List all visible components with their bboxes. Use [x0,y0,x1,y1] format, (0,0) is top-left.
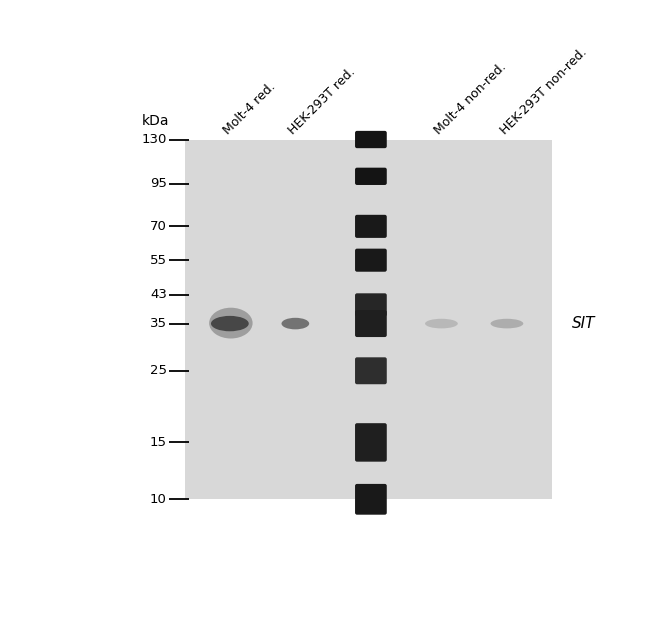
Text: 43: 43 [150,288,167,301]
FancyBboxPatch shape [355,293,387,316]
Text: 95: 95 [150,177,167,190]
Text: 10: 10 [150,493,167,506]
FancyBboxPatch shape [355,168,387,185]
Text: SIT: SIT [573,316,596,331]
FancyBboxPatch shape [355,131,387,148]
FancyBboxPatch shape [355,484,387,515]
FancyBboxPatch shape [355,423,387,462]
Text: HEK-293T red.: HEK-293T red. [286,65,358,137]
Ellipse shape [491,319,523,328]
Bar [185,140,552,499]
Text: 55: 55 [150,254,167,267]
Text: HEK-293T non-red.: HEK-293T non-red. [498,45,590,137]
FancyBboxPatch shape [355,310,387,337]
Ellipse shape [209,308,253,338]
FancyBboxPatch shape [355,215,387,238]
Text: Molt-4 red.: Molt-4 red. [220,80,278,137]
Text: 35: 35 [150,317,167,330]
Text: 70: 70 [150,220,167,233]
FancyBboxPatch shape [355,358,387,384]
Text: 15: 15 [150,436,167,449]
Text: 25: 25 [150,364,167,378]
Ellipse shape [281,318,309,330]
Text: 130: 130 [142,133,167,146]
Ellipse shape [211,316,249,331]
FancyBboxPatch shape [355,249,387,272]
Text: kDa: kDa [142,113,169,128]
Ellipse shape [425,319,458,328]
Text: Molt-4 non-red.: Molt-4 non-red. [432,60,509,137]
